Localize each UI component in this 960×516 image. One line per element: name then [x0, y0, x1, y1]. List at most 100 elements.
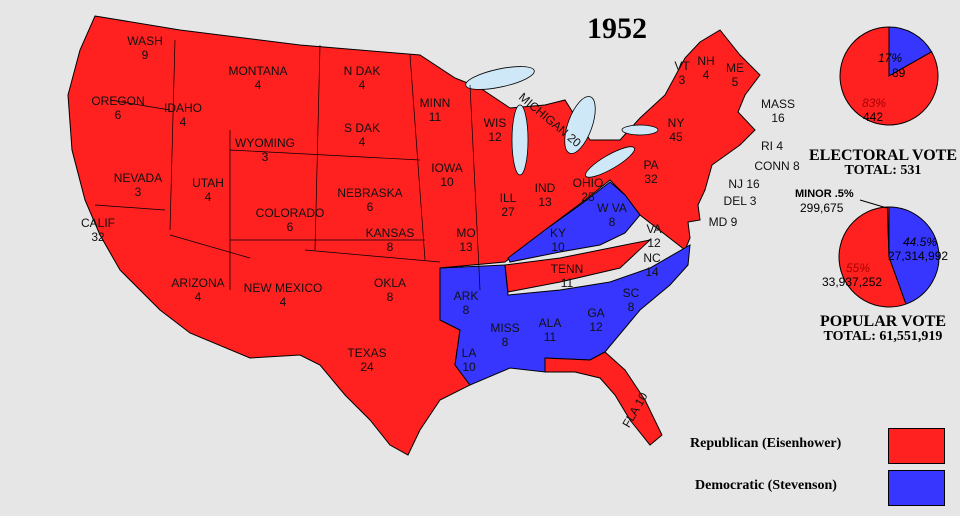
state-name: IDAHO: [163, 101, 203, 115]
state-name: WYOMING: [235, 136, 295, 150]
state-electoral-votes: 8: [386, 290, 394, 304]
state-electoral-votes: 13: [459, 240, 473, 254]
state-label: TEXAS 24: [347, 346, 386, 374]
state-electoral-votes: 10: [440, 175, 454, 189]
state-label: IOWA 10: [431, 161, 463, 189]
state-electoral-votes: 3: [678, 73, 686, 87]
state-electoral-votes: 32: [91, 230, 105, 244]
state-name: UTAH: [192, 176, 224, 190]
minor-leader-line: [859, 199, 888, 209]
state-electoral-votes: 4: [358, 78, 366, 92]
state-label: MONTANA 4: [228, 64, 287, 92]
state-label: WIS 12: [484, 116, 507, 144]
state-name: TEXAS: [347, 346, 387, 360]
state-name: NEW MEXICO: [243, 281, 323, 295]
state-electoral-votes: 11: [560, 276, 574, 290]
state-name: NC: [643, 251, 661, 265]
state-name: COLORADO: [255, 206, 325, 220]
state-label: ME 5: [726, 61, 744, 89]
state-label: NJ 16: [728, 177, 759, 191]
legend-republican-label: Republican (Eisenhower): [690, 436, 842, 451]
state-name: GA: [587, 306, 605, 320]
state-electoral-votes: 4: [279, 295, 287, 309]
state-electoral-votes: 4: [358, 135, 366, 149]
state-name: ME: [726, 61, 744, 75]
state-electoral-votes: 8: [793, 159, 800, 173]
state-name: S DAK: [343, 121, 381, 135]
state-label: MASS 16: [761, 97, 795, 125]
state-label: ARK 8: [454, 289, 479, 317]
state-label: VT 3: [674, 59, 689, 87]
state-label: OREGON 6: [91, 94, 144, 122]
popular-rep-slice: [838, 206, 907, 308]
state-name: WASH: [127, 34, 163, 48]
legend-democratic-label: Democratic (Stevenson): [695, 478, 837, 493]
great-lakes: [465, 66, 659, 178]
state-electoral-votes: 4: [254, 78, 262, 92]
state-electoral-votes: 12: [488, 130, 502, 144]
legend-republican-swatch: [888, 428, 945, 464]
state-name: NEBRASKA: [337, 186, 403, 200]
electoral-dem-pct: 17%: [878, 51, 903, 65]
state-electoral-votes: 4: [204, 190, 212, 204]
state-name: PA: [643, 158, 659, 172]
electoral-dem-slice: [888, 26, 933, 77]
state-electoral-votes: 3: [749, 194, 757, 208]
state-electoral-votes: 5: [731, 75, 739, 89]
state-label: LA 10: [462, 346, 477, 374]
state-electoral-votes: 3: [134, 185, 142, 199]
state-electoral-votes: 8: [386, 240, 394, 254]
state-name: LA: [461, 346, 477, 360]
popular-dem-slice: [888, 206, 940, 305]
state-label: KANSAS 8: [366, 226, 415, 254]
state-electoral-votes: 6: [366, 200, 374, 214]
state-label: WYOMING 3: [235, 136, 295, 164]
state-label: W VA 8: [597, 201, 627, 229]
florida: [544, 351, 663, 446]
state-name: CALIF: [80, 216, 116, 230]
state-name: VA: [646, 222, 662, 236]
state-name: TENN: [550, 262, 584, 276]
state-label: ARIZONA 4: [171, 276, 224, 304]
state-label: IDAHO 4: [164, 101, 202, 129]
state-name: WIS: [483, 116, 507, 130]
state-name: NH: [697, 54, 715, 68]
state-electoral-votes: 32: [644, 172, 658, 186]
state-electoral-votes: 9: [141, 48, 149, 62]
state-name: MISS: [490, 321, 520, 335]
state-electoral-votes: 4: [702, 68, 710, 82]
state-electoral-votes: 27: [501, 205, 515, 219]
state-name: IND: [534, 181, 556, 195]
popular-minor-slice: [886, 206, 890, 258]
state-name: MD: [708, 215, 728, 229]
state-name: DEL: [723, 194, 747, 208]
state-label: NY 45: [668, 116, 685, 144]
state-label: N DAK 4: [344, 64, 381, 92]
state-electoral-votes: 16: [746, 177, 760, 191]
state-electoral-votes: 14: [645, 265, 659, 279]
electoral-rep-pct: 83%: [862, 96, 887, 110]
state-label: NH 4: [697, 54, 714, 82]
state-name: NEVADA: [113, 171, 163, 185]
state-name: NY: [667, 116, 685, 130]
legend-democratic-swatch: [888, 470, 945, 506]
state-name: RI: [760, 139, 773, 153]
electoral-rep-votes: 442: [863, 110, 884, 124]
state-name: ALA: [538, 316, 562, 330]
minor-label: MINOR .5%: [795, 188, 854, 200]
state-name: OHIO: [572, 176, 604, 190]
state-electoral-votes: 9: [730, 215, 738, 229]
state-name: KANSAS: [365, 226, 415, 240]
electoral-title: ELECTORAL VOTE: [808, 147, 958, 164]
state-label: PA 32: [643, 158, 658, 186]
state-name: SC: [622, 286, 640, 300]
state-electoral-votes: 11: [428, 110, 442, 124]
state-label: OHIO 25: [573, 176, 604, 204]
state-name: ARIZONA: [171, 276, 225, 290]
state-name: OKLA: [373, 276, 407, 290]
state-name: IOWA: [431, 161, 463, 175]
state-label: RI 4: [761, 139, 783, 153]
state-label: NEW MEXICO 4: [244, 281, 323, 309]
